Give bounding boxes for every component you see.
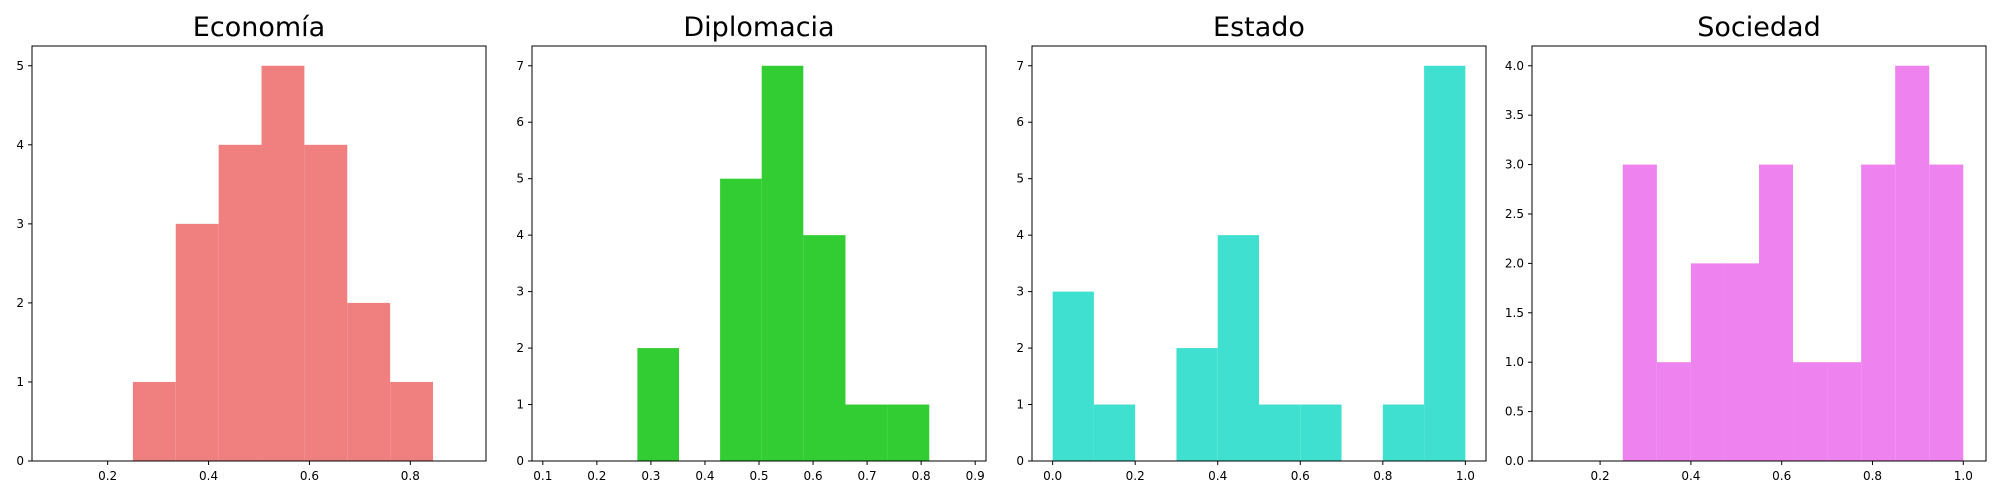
x-tick-label: 0.8 xyxy=(401,469,420,483)
x-tick-label: 0.4 xyxy=(199,469,218,483)
x-tick-label: 0.6 xyxy=(1772,469,1791,483)
y-tick-label: 6 xyxy=(1016,115,1024,129)
y-tick-label: 3 xyxy=(16,217,24,231)
axes-frame xyxy=(1031,45,1487,462)
panel-title: Sociedad xyxy=(1697,12,1820,43)
x-tick-label: 0.4 xyxy=(695,469,714,483)
y-tick-label: 1.5 xyxy=(1505,306,1524,320)
histogram-bar xyxy=(1724,263,1759,461)
x-tick-label: 0.2 xyxy=(587,469,606,483)
y-tick-label: 0 xyxy=(16,454,24,468)
x-tick-label: 0.8 xyxy=(1373,469,1392,483)
histogram-bar xyxy=(1259,404,1301,461)
y-tick-label: 3 xyxy=(1016,285,1024,299)
x-tick-label: 1.0 xyxy=(1954,469,1973,483)
y-tick-label: 5 xyxy=(1016,172,1024,186)
histogram-bar xyxy=(1929,164,1964,462)
x-tick-label: 0.9 xyxy=(966,469,985,483)
y-tick-label: 6 xyxy=(516,115,524,129)
y-tick-label: 7 xyxy=(1016,59,1024,73)
histogram-bar xyxy=(218,144,262,462)
y-tick-label: 0 xyxy=(516,454,524,468)
y-tick-label: 0.5 xyxy=(1505,405,1524,419)
x-tick-label: 0.2 xyxy=(98,469,117,483)
histogram-bar xyxy=(261,65,305,461)
y-tick-label: 4 xyxy=(516,228,524,242)
x-tick-label: 0.4 xyxy=(1681,469,1700,483)
x-tick-label: 0.2 xyxy=(1126,469,1145,483)
x-tick-label: 0.3 xyxy=(641,469,660,483)
histogram-bar xyxy=(304,144,348,462)
panel-2: 0.0 0.2 0.4 0.6 0.8 1.0 0 1 2 3 4 5 6 7 Estado xyxy=(1016,12,1487,483)
histogram-bar xyxy=(1895,65,1930,461)
histogram-bar xyxy=(1690,263,1725,461)
histogram-bar xyxy=(1052,291,1094,461)
histogram-bar xyxy=(1424,65,1466,461)
x-tick-label: 0.6 xyxy=(300,469,319,483)
histogram-bar xyxy=(845,404,888,461)
panel-1: 0.1 0.2 0.3 0.4 0.5 0.6 0.7 0.8 0.9 0 1 2 3 4 5 6 7 Diplo… xyxy=(516,12,987,483)
x-tick-label: 0.7 xyxy=(858,469,877,483)
histogram-bar xyxy=(1861,164,1896,462)
x-tick-label: 0.1 xyxy=(533,469,552,483)
x-tick-label: 0.8 xyxy=(912,469,931,483)
x-tick-label: 0.0 xyxy=(1043,469,1062,483)
panel-0: 0.2 0.4 0.6 0.8 0 1 2 3 4 5 Economía xyxy=(16,12,487,483)
histogram-bar xyxy=(1093,404,1136,461)
y-tick-label: 4.0 xyxy=(1505,59,1524,73)
histogram-bar xyxy=(1300,404,1342,461)
histogram-bar xyxy=(175,223,219,461)
x-tick-label: 0.5 xyxy=(749,469,768,483)
axes-frame xyxy=(1531,45,1987,462)
y-tick-label: 5 xyxy=(16,59,24,73)
y-tick-label: 1.0 xyxy=(1505,355,1524,369)
y-tick-label: 7 xyxy=(516,59,524,73)
histogram-bar xyxy=(637,348,680,461)
y-tick-label: 2 xyxy=(516,341,524,355)
histogram-bar xyxy=(347,302,391,461)
histogram-bar xyxy=(887,404,930,461)
histogram-bar xyxy=(390,381,434,461)
x-tick-label: 0.6 xyxy=(1291,469,1310,483)
x-tick-label: 0.8 xyxy=(1863,469,1882,483)
y-tick-label: 2.5 xyxy=(1505,207,1524,221)
panel-title: Diplomacia xyxy=(683,12,834,43)
histogram-bar xyxy=(1759,164,1794,462)
x-tick-label: 1.0 xyxy=(1456,469,1475,483)
panel-title: Economía xyxy=(193,12,325,43)
y-tick-label: 1 xyxy=(16,375,24,389)
x-tick-label: 0.2 xyxy=(1591,469,1610,483)
y-tick-label: 2 xyxy=(1016,341,1024,355)
x-tick-label: 0.6 xyxy=(804,469,823,483)
y-tick-label: 3.5 xyxy=(1505,108,1524,122)
y-tick-label: 4 xyxy=(1016,228,1024,242)
histogram-bar xyxy=(1382,404,1425,461)
y-tick-label: 1 xyxy=(1016,398,1024,412)
axes-frame xyxy=(31,45,487,462)
y-tick-label: 1 xyxy=(516,398,524,412)
histogram-bar xyxy=(1793,362,1828,461)
histogram-bar xyxy=(132,381,176,461)
histogram-bar xyxy=(803,235,846,461)
panel-title: Estado xyxy=(1213,12,1305,43)
x-tick-label: 0.4 xyxy=(1208,469,1227,483)
histogram-bar xyxy=(1176,348,1218,461)
y-tick-label: 3.0 xyxy=(1505,158,1524,172)
y-tick-label: 3 xyxy=(516,285,524,299)
y-tick-label: 2.0 xyxy=(1505,256,1524,270)
y-tick-label: 4 xyxy=(16,138,24,152)
histogram-bar xyxy=(1622,164,1657,462)
panel-3: 0.2 0.4 0.6 0.8 1.0 0.0 0.5 1.0 1.5 2.0 2.5 3.0 3.5 4… xyxy=(1505,12,1987,483)
histogram-bar xyxy=(1656,362,1691,461)
y-tick-label: 0.0 xyxy=(1505,454,1524,468)
histogram-bar xyxy=(720,178,762,461)
histogram-bar xyxy=(1217,235,1259,461)
histogram-bar xyxy=(761,65,804,461)
y-tick-label: 5 xyxy=(516,172,524,186)
y-tick-label: 2 xyxy=(16,296,24,310)
histogram-bar xyxy=(1827,362,1862,461)
y-tick-label: 0 xyxy=(1016,454,1024,468)
